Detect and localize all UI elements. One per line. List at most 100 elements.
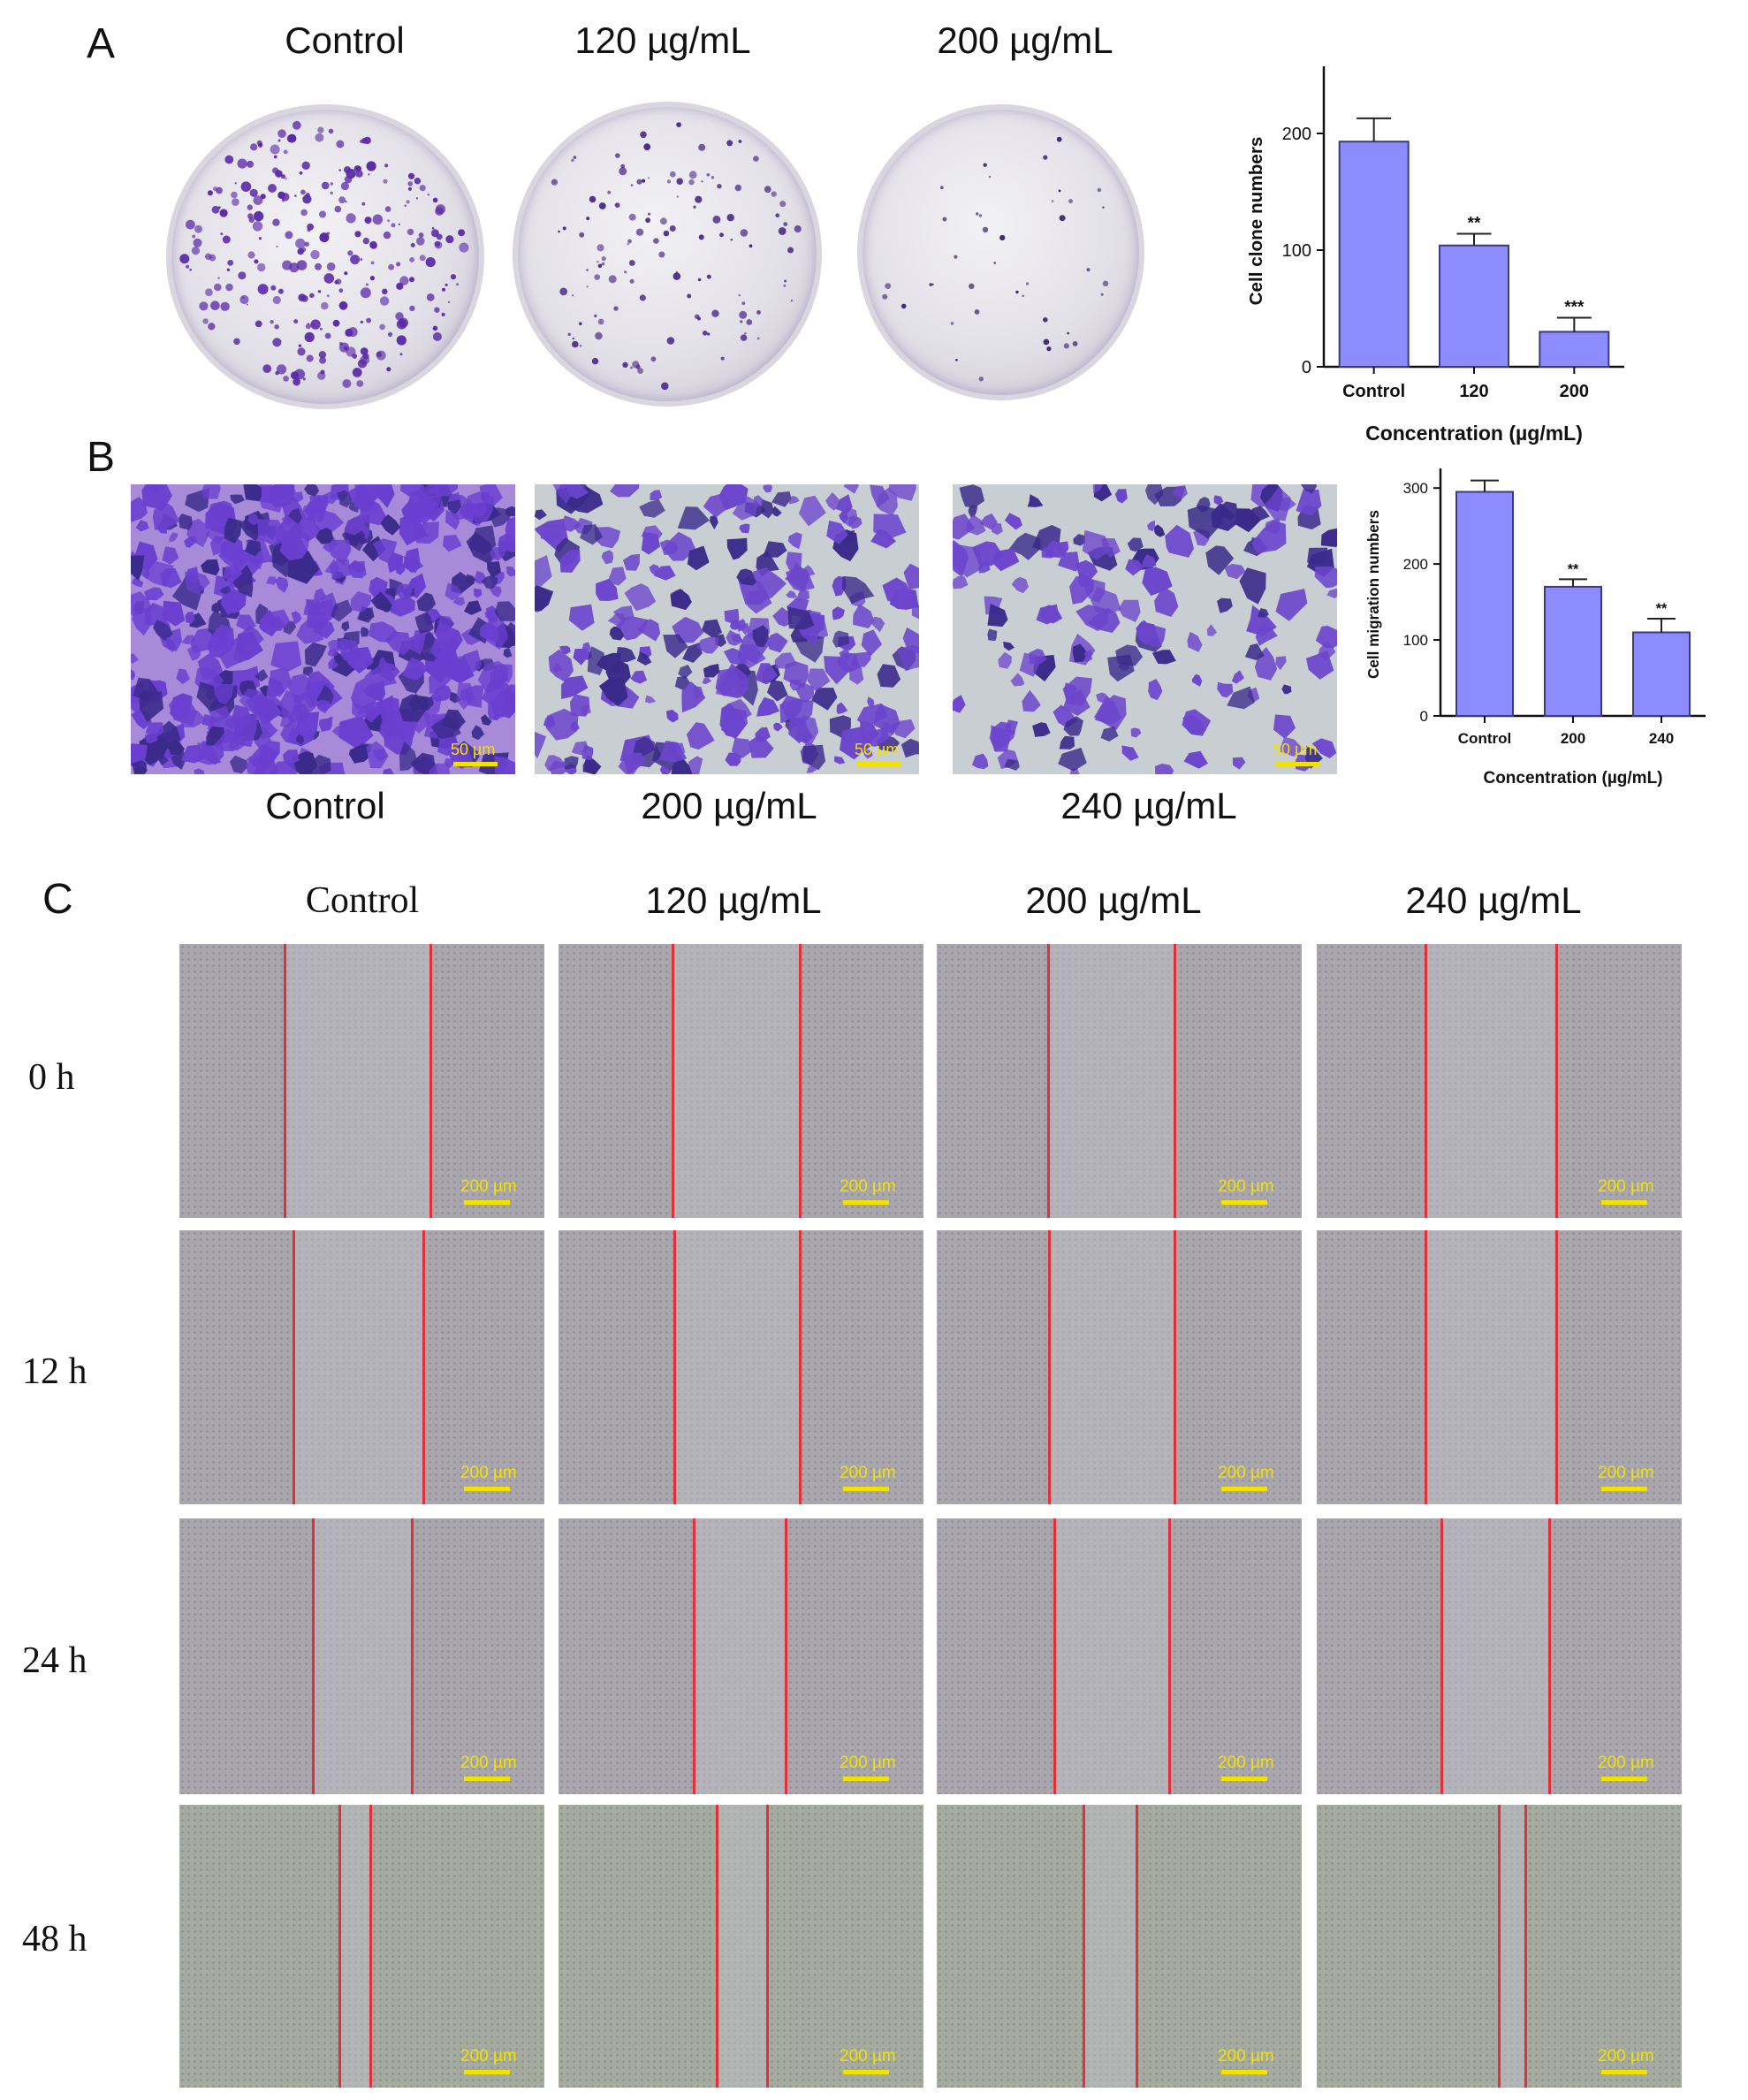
colony xyxy=(310,319,321,330)
migrated-cell xyxy=(239,689,270,711)
migrated-cell xyxy=(201,714,216,727)
colony xyxy=(562,226,566,231)
scale-bar xyxy=(857,762,901,766)
colony xyxy=(280,174,286,179)
colony xyxy=(239,294,249,305)
migrated-cell xyxy=(344,514,367,536)
migrated-cell xyxy=(992,522,1003,536)
migrated-cell xyxy=(1187,505,1223,539)
x-tick-label: 200 xyxy=(1560,382,1589,401)
wound-edge-line xyxy=(284,944,286,1218)
colony xyxy=(629,278,635,284)
migrated-cell xyxy=(428,484,459,497)
migrated-cell xyxy=(219,585,232,596)
colony xyxy=(730,238,733,241)
colony xyxy=(982,226,989,233)
colony xyxy=(319,210,326,218)
colony xyxy=(1102,280,1109,286)
colony xyxy=(901,303,907,309)
colony xyxy=(647,177,650,179)
migrated-cell xyxy=(313,588,327,603)
migrated-cell xyxy=(559,645,571,655)
migrated-cell xyxy=(849,666,864,685)
colony xyxy=(1051,200,1054,202)
x-tick-label: Control xyxy=(1342,382,1405,401)
scale-label: 50 µm xyxy=(855,741,900,758)
migrated-cell xyxy=(354,490,377,512)
scale-bar xyxy=(453,762,498,766)
migrated-cell xyxy=(787,532,802,550)
migrated-cell xyxy=(230,494,245,505)
colony xyxy=(740,320,743,323)
colony xyxy=(764,186,771,194)
migrated-cell xyxy=(1217,597,1233,613)
colony xyxy=(410,242,415,247)
migrated-cell xyxy=(373,484,395,508)
bar xyxy=(1539,331,1610,368)
migrated-cell xyxy=(1315,626,1337,649)
migrated-cell xyxy=(1217,681,1234,698)
migrated-cell xyxy=(535,731,546,759)
colony xyxy=(252,221,263,232)
migrated-cell xyxy=(1136,621,1159,645)
migrated-cell xyxy=(1011,576,1029,594)
colony xyxy=(624,270,627,274)
migrated-cell xyxy=(1165,524,1194,558)
colony xyxy=(272,338,282,347)
colony xyxy=(1059,215,1066,222)
colony xyxy=(614,202,620,208)
colony xyxy=(226,268,231,271)
migrated-cell xyxy=(315,528,334,544)
wound-edge-line xyxy=(716,1805,718,2088)
scale-label: 200 µm xyxy=(460,1464,517,1482)
colony xyxy=(258,142,263,148)
colony xyxy=(407,181,414,186)
colony xyxy=(635,228,644,236)
y-tick-label: 200 xyxy=(1403,556,1428,573)
colony xyxy=(300,189,306,195)
migrated-cell xyxy=(740,622,750,635)
colony xyxy=(273,155,277,159)
colony xyxy=(978,214,983,217)
wound-col-200: 200 µg/mL xyxy=(1025,879,1202,921)
migrated-cell xyxy=(580,524,603,545)
colony xyxy=(307,323,310,325)
colony xyxy=(207,190,213,196)
migrated-cell xyxy=(772,506,782,517)
colony xyxy=(291,371,300,380)
migrated-cell xyxy=(889,588,919,610)
migrated-cell xyxy=(1095,696,1121,725)
colony xyxy=(293,319,299,324)
migrated-cell xyxy=(287,507,302,524)
bar xyxy=(1455,491,1514,717)
colony xyxy=(597,244,604,252)
colony xyxy=(387,331,393,337)
colony xyxy=(343,346,348,351)
colony xyxy=(304,331,315,343)
wound-image: 200 µm xyxy=(179,1518,544,1794)
migrated-cell xyxy=(670,589,692,611)
migrated-cell xyxy=(739,523,750,534)
migrated-cell xyxy=(416,592,437,612)
colony xyxy=(430,229,439,238)
colony xyxy=(607,190,612,194)
colony xyxy=(361,202,366,206)
migrated-cell xyxy=(836,702,848,714)
scale-label: 200 µm xyxy=(1218,1464,1274,1482)
migrated-cell xyxy=(304,642,327,667)
migrated-cell xyxy=(380,514,401,536)
colony xyxy=(885,283,892,289)
colony xyxy=(756,337,760,340)
migrated-cell xyxy=(702,677,712,685)
migrated-cell xyxy=(197,742,222,765)
colony xyxy=(597,263,603,269)
wound-gap xyxy=(1083,1805,1136,2088)
migrated-cell xyxy=(1092,484,1103,494)
migrated-cell xyxy=(135,520,149,532)
colony xyxy=(744,332,747,335)
wound-edge-line xyxy=(799,1230,802,1504)
wound-gap xyxy=(284,944,429,1218)
migrated-cell xyxy=(1151,650,1176,665)
wound-gap xyxy=(1425,944,1555,1218)
migrated-cell xyxy=(1275,589,1308,621)
